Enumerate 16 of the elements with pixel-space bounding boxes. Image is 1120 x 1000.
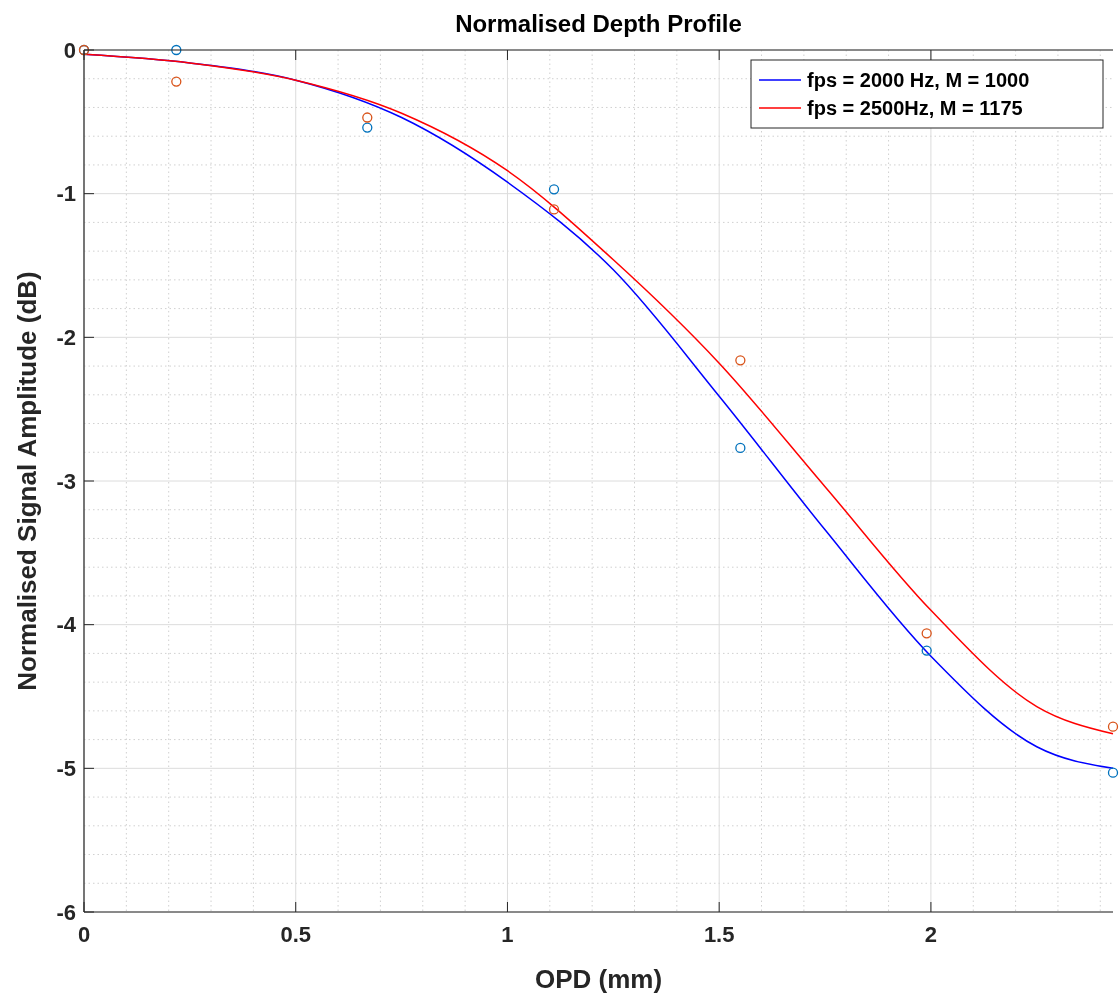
- y-tick-label: -4: [56, 612, 77, 638]
- y-tick-label: -2: [56, 325, 76, 351]
- legend-label: fps = 2000 Hz, M = 1000: [807, 69, 1030, 91]
- y-tick-label: -1: [56, 181, 76, 207]
- y-axis-title: Normalised Signal Amplitude (dB): [12, 271, 42, 691]
- x-tick-label: 1: [501, 922, 514, 947]
- legend-label: fps = 2500Hz, M = 1175: [807, 97, 1023, 119]
- y-tick-label: -3: [56, 468, 76, 494]
- x-axis-title: OPD (mm): [534, 964, 663, 994]
- chart-title: Normalised Depth Profile: [455, 10, 742, 37]
- y-tick-label: -6: [56, 899, 76, 925]
- x-tick-label: 1.5: [703, 922, 735, 947]
- x-tick-label: 2: [924, 922, 938, 947]
- y-tick-label: -5: [56, 756, 76, 782]
- y-tick-label: 0: [63, 37, 76, 63]
- x-tick-label: 0.5: [280, 922, 312, 947]
